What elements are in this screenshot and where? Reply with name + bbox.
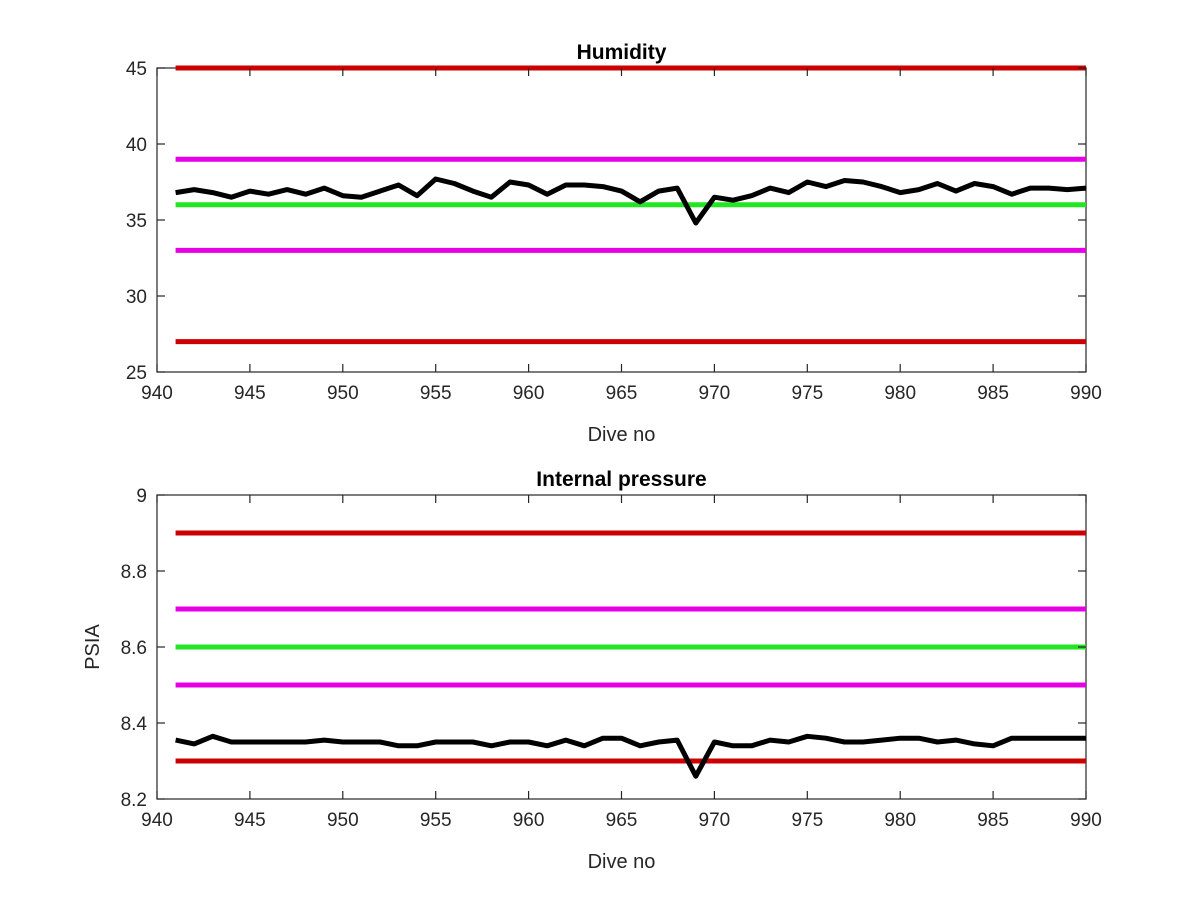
x-tick-label: 945 — [234, 383, 266, 404]
x-tick-label: 990 — [1070, 383, 1102, 404]
x-tick-label: 990 — [1070, 810, 1102, 831]
y-tick-label: 8.6 — [121, 638, 147, 659]
x-tick-label: 965 — [606, 383, 638, 404]
chart-title: Humidity — [577, 41, 667, 64]
x-tick-label: 980 — [884, 810, 916, 831]
x-axis-label: Dive no — [588, 851, 656, 873]
x-tick-label: 985 — [977, 810, 1009, 831]
chart-title: Internal pressure — [536, 468, 706, 491]
y-tick-label: 8.8 — [121, 562, 147, 583]
x-tick-label: 940 — [141, 383, 173, 404]
y-tick-label: 25 — [126, 363, 147, 384]
x-tick-label: 975 — [791, 383, 823, 404]
x-tick-label: 940 — [141, 810, 173, 831]
x-tick-label: 985 — [977, 383, 1009, 404]
x-tick-label: 965 — [606, 810, 638, 831]
x-tick-label: 945 — [234, 810, 266, 831]
x-tick-label: 975 — [791, 810, 823, 831]
x-tick-label: 950 — [327, 810, 359, 831]
x-tick-label: 950 — [327, 383, 359, 404]
series-line-1 — [175, 176, 1087, 226]
x-tick-label: 960 — [513, 810, 545, 831]
series-line-1 — [175, 733, 1086, 779]
y-tick-label: 30 — [126, 287, 147, 308]
x-tick-label: 955 — [420, 810, 452, 831]
y-tick-label: 8.4 — [121, 714, 148, 735]
subplot-1: 940 945 950 955 960 965 970 975 980 985 990 25 30 35 4… — [126, 41, 1102, 446]
x-tick-label: 960 — [513, 383, 545, 404]
y-tick-label: 9 — [136, 486, 147, 507]
x-tick-label: 970 — [699, 383, 731, 404]
plot-area-frame — [156, 67, 1087, 373]
x-tick-label: 970 — [699, 810, 731, 831]
x-axis-label: Dive no — [588, 424, 656, 446]
y-tick-label: 8.2 — [121, 790, 147, 811]
x-tick-label: 955 — [420, 383, 452, 404]
y-axis-label: PSIA — [82, 624, 104, 670]
y-tick-label: 45 — [126, 59, 147, 80]
subplot-2: 940 945 950 955 960 965 970 975 980 985 990 8.2 8.4 8… — [82, 468, 1102, 873]
y-tick-label: 35 — [126, 211, 147, 232]
y-tick-label: 40 — [126, 135, 147, 156]
x-tick-label: 980 — [884, 383, 916, 404]
